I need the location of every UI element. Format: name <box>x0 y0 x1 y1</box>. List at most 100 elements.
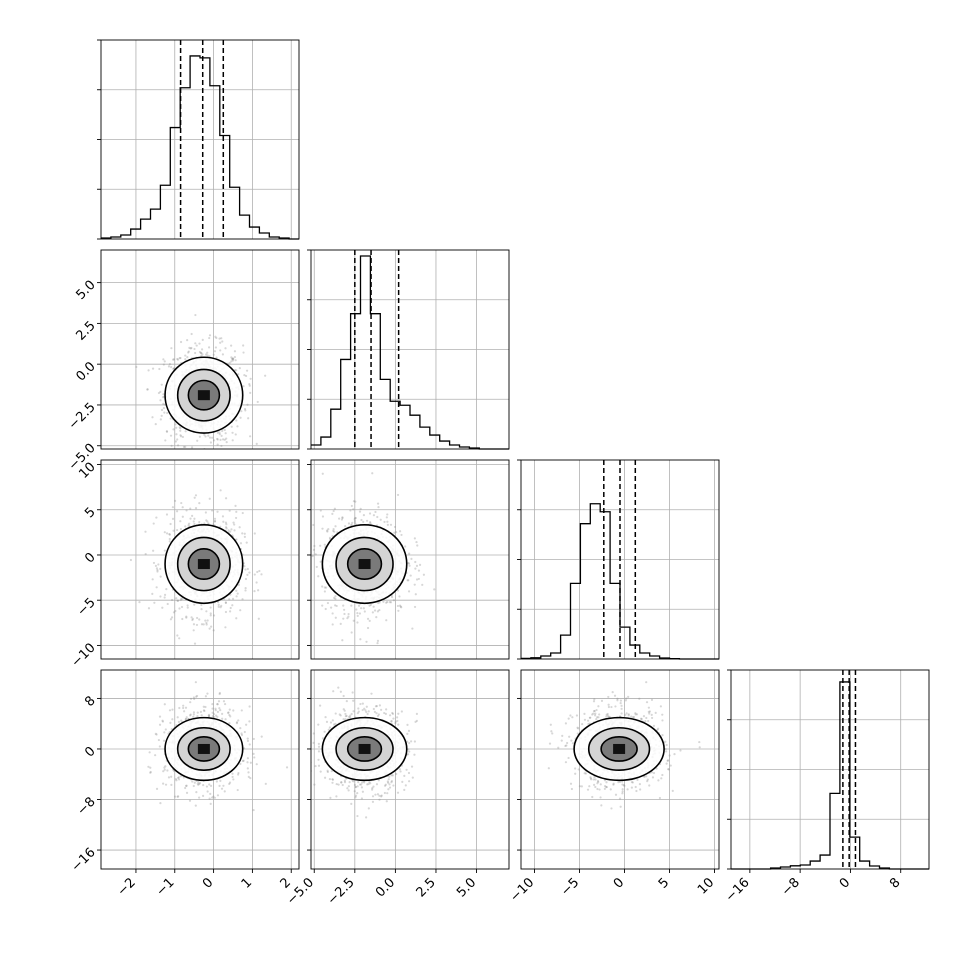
scatter-point <box>249 776 252 780</box>
scatter-point <box>160 414 163 417</box>
scatter-point <box>207 434 210 437</box>
scatter-point <box>349 509 352 512</box>
panel-hist-0 <box>97 39 300 240</box>
scatter-point <box>354 516 357 520</box>
scatter-point <box>179 429 182 432</box>
scatter-point <box>183 450 185 452</box>
scatter-point <box>185 716 188 719</box>
scatter-point <box>175 597 178 600</box>
scatter-point <box>380 708 383 711</box>
panel-scatter-1-3 <box>310 669 510 870</box>
density-peak <box>197 390 210 401</box>
scatter-point <box>240 410 243 413</box>
scatter-point <box>209 784 213 787</box>
scatter-point <box>396 719 399 723</box>
scatter-point <box>156 570 159 573</box>
scatter-point <box>363 707 366 710</box>
scatter-point <box>163 766 166 769</box>
scatter-point <box>239 762 242 765</box>
scatter-point <box>233 350 237 353</box>
scatter-point <box>231 357 234 360</box>
scatter-point <box>196 439 199 442</box>
scatter-point <box>332 723 336 726</box>
panel-scatter-1-2 <box>305 459 510 660</box>
scatter-point <box>229 530 232 533</box>
scatter-point <box>233 523 236 526</box>
scatter-point <box>413 605 417 609</box>
scatter-point <box>212 629 215 632</box>
scatter-point <box>327 728 330 731</box>
scatter-point <box>408 741 411 745</box>
scatter-point <box>167 365 171 368</box>
scatter-point <box>587 719 590 722</box>
scatter-point <box>159 575 162 578</box>
scatter-point <box>350 712 353 716</box>
scatter-point <box>149 770 152 774</box>
scatter-point <box>164 728 167 731</box>
scatter-point <box>204 511 207 514</box>
scatter-point <box>650 771 654 774</box>
scatter-point <box>375 704 378 708</box>
scatter-point <box>223 438 226 441</box>
scatter-point <box>371 786 374 790</box>
scatter-point <box>170 598 174 602</box>
contours <box>321 716 408 782</box>
scatter-point <box>170 366 173 369</box>
scatter-point <box>180 597 183 600</box>
scatter-point <box>342 604 345 607</box>
scatter-point <box>170 783 173 786</box>
scatter-point <box>414 593 417 596</box>
scatter-point <box>401 780 404 783</box>
scatter-point <box>170 444 173 447</box>
scatter-point <box>372 605 375 608</box>
scatter-point <box>218 433 221 436</box>
scatter-point <box>376 639 380 643</box>
scatter-point <box>237 719 240 722</box>
scatter-point <box>242 351 245 354</box>
scatter-point <box>235 721 239 724</box>
scatter-point <box>176 634 179 637</box>
scatter-point <box>305 597 307 599</box>
scatter-point <box>256 570 259 574</box>
density-peak <box>197 559 210 570</box>
scatter-point <box>343 608 346 611</box>
scatter-point <box>366 626 370 630</box>
scatter-point <box>220 604 223 607</box>
scatter-point <box>319 770 322 773</box>
scatter-point <box>551 732 554 735</box>
scatter-point <box>600 804 603 807</box>
scatter-point <box>149 771 152 774</box>
scatter-point <box>230 528 233 531</box>
scatter-point <box>191 780 194 783</box>
scatter-point <box>178 706 181 710</box>
scatter-point <box>337 783 340 786</box>
scatter-point <box>340 781 343 784</box>
scatter-point <box>179 775 182 778</box>
scatter-point <box>414 567 417 570</box>
scatter-point <box>396 791 400 794</box>
scatter-point <box>388 786 392 789</box>
scatter-point <box>415 719 418 722</box>
panel-scatter-2-3 <box>520 669 720 870</box>
scatter-point <box>408 564 411 567</box>
scatter-point <box>357 781 360 784</box>
scatter-point <box>383 791 386 795</box>
scatter-point <box>181 515 184 518</box>
scatter-point <box>406 723 409 726</box>
scatter-point <box>194 804 197 807</box>
scatter-point <box>220 337 223 340</box>
scatter-point <box>385 708 388 711</box>
scatter-point <box>341 783 344 787</box>
panel-scatter-0-3 <box>100 669 300 870</box>
scatter-point <box>202 705 205 708</box>
scatter-point <box>231 439 234 442</box>
scatter-point <box>377 713 380 716</box>
scatter-point <box>317 723 320 726</box>
scatter-point <box>171 506 175 509</box>
scatter-point <box>229 610 232 613</box>
scatter-point <box>592 710 596 713</box>
scatter-point <box>630 781 634 784</box>
scatter-point <box>387 781 390 784</box>
scatter-point <box>355 608 358 611</box>
scatter-point <box>209 614 212 617</box>
